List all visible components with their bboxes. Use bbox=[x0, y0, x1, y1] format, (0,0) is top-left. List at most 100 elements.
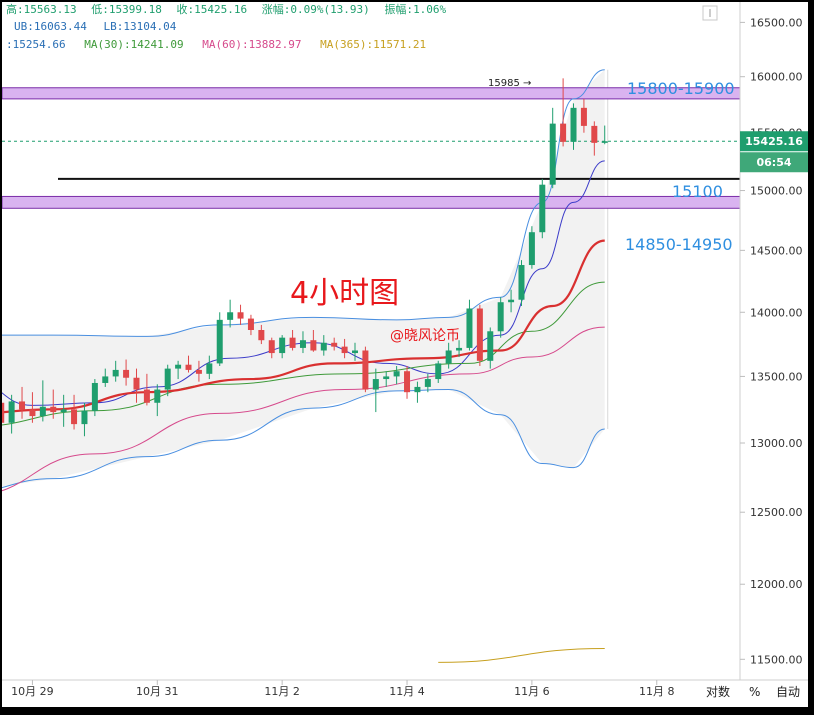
candle-body-46 bbox=[456, 347, 463, 351]
candle-body-14 bbox=[123, 369, 130, 378]
candle-body-20 bbox=[185, 364, 192, 370]
candle-body-45 bbox=[445, 350, 452, 364]
candle-body-4 bbox=[19, 401, 26, 410]
candle-body-16 bbox=[143, 389, 150, 403]
candle-body-31 bbox=[299, 340, 306, 348]
candle-body-36 bbox=[352, 350, 358, 354]
candle-body-50 bbox=[497, 302, 504, 332]
candle-body-51 bbox=[508, 299, 515, 303]
candle-body-56 bbox=[560, 123, 567, 142]
ohlc-line: 高:15563.13 低:15399.18 收:15425.16 涨幅:0.09… bbox=[6, 2, 447, 16]
candle-body-41 bbox=[404, 371, 411, 393]
candle-body-7 bbox=[50, 406, 57, 413]
candle-body-27 bbox=[258, 330, 265, 341]
series-line-1 bbox=[2, 389, 605, 489]
candle-body-19 bbox=[175, 364, 182, 369]
candle-body-49 bbox=[487, 331, 494, 361]
resistance-zone-1 bbox=[2, 195, 740, 209]
candle-body-29 bbox=[279, 337, 286, 354]
x-axis[interactable]: 10月 29 10月 31 11月 2 11月 4 11月 6 11月 8 bbox=[11, 680, 675, 698]
candle-body-40 bbox=[393, 371, 400, 377]
candle-body-13 bbox=[112, 369, 119, 377]
candle-body-44 bbox=[435, 363, 442, 380]
candle-body-43 bbox=[424, 379, 431, 387]
candle-body-33 bbox=[320, 342, 327, 351]
candle-body-35 bbox=[341, 346, 348, 354]
series-line-6 bbox=[438, 647, 605, 663]
y-tick-label-3: 15000.00 bbox=[750, 185, 803, 198]
candle-body-58 bbox=[580, 107, 587, 126]
ma-line: :15254.66 MA(30):14241.09 MA(60):13882.9… bbox=[6, 38, 426, 51]
candle-body-24 bbox=[227, 312, 234, 320]
candle-body-38 bbox=[372, 379, 379, 390]
countdown-tag bbox=[740, 152, 808, 173]
candle-body-28 bbox=[268, 340, 275, 354]
high-marker-label: 15985 → bbox=[488, 78, 531, 89]
candle-body-42 bbox=[414, 386, 421, 393]
x-tick-label-5: 11月 8 bbox=[639, 685, 675, 698]
candle-body-21 bbox=[195, 369, 202, 374]
y-tick-label-5: 14000.00 bbox=[750, 306, 803, 319]
resistance-zone-0 bbox=[2, 87, 740, 100]
candle-body-47 bbox=[466, 308, 473, 348]
candle-body-60 bbox=[601, 141, 608, 143]
candle-body-23 bbox=[216, 319, 223, 364]
candle-body-10 bbox=[81, 410, 88, 425]
candle-body-12 bbox=[102, 376, 109, 383]
candle-body-15 bbox=[133, 377, 140, 390]
log-scale-button[interactable]: 对数 bbox=[706, 684, 730, 699]
x-tick-label-2: 11月 2 bbox=[264, 685, 300, 698]
candle-body-34 bbox=[331, 342, 338, 347]
candle-body-48 bbox=[476, 308, 483, 361]
candle-body-25 bbox=[237, 312, 244, 319]
bar-countdown: 06:54 bbox=[756, 156, 791, 169]
y-tick-label-9: 12000.00 bbox=[750, 578, 803, 591]
candle-body-11 bbox=[91, 382, 98, 411]
legend-header: 高:15563.13 低:15399.18 收:15425.16 涨幅:0.09… bbox=[6, 2, 447, 51]
candle-body-53 bbox=[528, 232, 535, 266]
plot-area[interactable] bbox=[0, 69, 808, 663]
candle-body-22 bbox=[206, 363, 213, 374]
percent-scale-button[interactable]: % bbox=[749, 685, 760, 699]
y-tick-label-8: 12500.00 bbox=[750, 506, 803, 519]
candle-body-30 bbox=[289, 337, 296, 348]
auto-scale-button[interactable]: 自动 bbox=[776, 685, 800, 699]
y-tick-label-7: 13000.00 bbox=[750, 437, 803, 450]
boll-line: UB:16063.44 LB:13104.04 bbox=[14, 20, 177, 33]
candle-body-18 bbox=[164, 368, 171, 390]
x-tick-label-1: 10月 31 bbox=[136, 685, 179, 698]
series-line-5 bbox=[2, 326, 605, 492]
series-line-4 bbox=[2, 239, 605, 414]
candle-body-52 bbox=[518, 265, 525, 300]
candle-body-3 bbox=[8, 401, 15, 423]
candle-body-8 bbox=[60, 409, 67, 413]
bollinger-band-fill bbox=[2, 69, 605, 487]
candle-body-17 bbox=[154, 389, 161, 403]
y-tick-label-10: 11500.00 bbox=[750, 653, 803, 666]
candle-body-6 bbox=[39, 406, 46, 417]
level-15100-label: 15100 bbox=[672, 182, 723, 201]
candle-body-39 bbox=[383, 376, 390, 380]
candle-body-26 bbox=[247, 318, 254, 331]
candle-body-55 bbox=[549, 123, 556, 185]
current-price-label: 15425.16 bbox=[745, 135, 803, 148]
candle-body-54 bbox=[539, 184, 546, 233]
chart-title: 4小时图 bbox=[290, 276, 399, 311]
current-price-tag bbox=[740, 131, 808, 152]
y-tick-label-1: 16000.00 bbox=[750, 71, 803, 84]
zone-upper-label: 15800-15900 bbox=[627, 79, 735, 98]
candle-body-59 bbox=[591, 125, 598, 143]
y-tick-label-6: 13500.00 bbox=[750, 370, 803, 383]
series-line-0 bbox=[2, 69, 605, 337]
candle-body-9 bbox=[71, 409, 78, 425]
candle-body-37 bbox=[362, 350, 369, 390]
candle-body-5 bbox=[29, 409, 36, 417]
candle-body-32 bbox=[310, 340, 317, 351]
x-tick-label-4: 11月 6 bbox=[514, 685, 550, 698]
y-tick-label-4: 14500.00 bbox=[750, 244, 803, 257]
x-tick-label-0: 10月 29 bbox=[11, 685, 54, 698]
plot-content bbox=[2, 69, 740, 663]
y-tick-label-0: 16500.00 bbox=[750, 16, 803, 29]
